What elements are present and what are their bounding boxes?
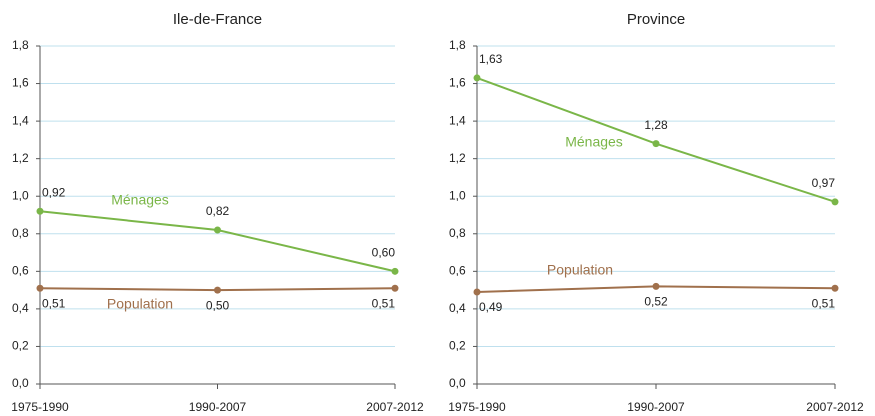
y-tick-label: 1,6 <box>449 76 466 90</box>
data-label: 0,51 <box>372 296 396 310</box>
data-label: 0,52 <box>644 295 668 309</box>
y-tick-label: 1,2 <box>449 151 466 165</box>
x-tick-label: 1990-2007 <box>189 400 247 414</box>
data-label: 0,51 <box>812 296 836 310</box>
y-tick-label: 1,0 <box>12 188 29 202</box>
data-point <box>36 284 44 292</box>
y-tick-label: 0,4 <box>12 301 29 315</box>
data-label: 1,28 <box>644 118 668 132</box>
data-point <box>214 226 221 234</box>
series-name: Ménages <box>565 134 623 150</box>
data-label: 0,82 <box>206 204 230 218</box>
data-point <box>391 284 399 292</box>
data-point <box>214 286 221 294</box>
y-tick-label: 1,8 <box>449 38 466 52</box>
data-label: 0,97 <box>812 176 836 190</box>
data-point <box>391 267 399 275</box>
y-tick-label: 0,0 <box>12 376 29 390</box>
chart-title: Province <box>627 11 685 28</box>
series-name: Ménages <box>111 192 169 208</box>
data-point <box>473 288 481 296</box>
y-tick-label: 0,6 <box>12 264 29 278</box>
series-name: Population <box>107 296 173 312</box>
data-label: 0,49 <box>479 300 503 314</box>
series-line <box>476 76 836 203</box>
y-tick-label: 0,0 <box>449 376 466 390</box>
series-name: Population <box>547 262 613 278</box>
y-tick-label: 0,2 <box>449 339 466 353</box>
x-tick-label: 2007-2012 <box>806 400 864 414</box>
chart-title: Ile-de-France <box>173 11 262 28</box>
data-label: 0,51 <box>42 296 66 310</box>
y-tick-label: 1,8 <box>12 38 29 52</box>
data-point <box>473 74 481 82</box>
series-line <box>39 210 396 273</box>
data-point <box>652 140 660 148</box>
y-tick-label: 1,6 <box>12 76 29 90</box>
y-tick-label: 0,6 <box>449 264 466 278</box>
x-tick-label: 1975-1990 <box>448 400 506 414</box>
y-tick-label: 0,8 <box>449 226 466 240</box>
y-tick-label: 0,4 <box>449 301 466 315</box>
y-tick-label: 1,4 <box>12 113 29 127</box>
data-point <box>652 282 660 290</box>
x-tick-label: 2007-2012 <box>366 400 424 414</box>
x-tick-label: 1990-2007 <box>627 400 685 414</box>
y-tick-label: 1,2 <box>12 151 29 165</box>
data-point <box>831 284 839 292</box>
data-label: 0,60 <box>372 246 396 260</box>
data-label: 0,92 <box>42 185 66 199</box>
data-label: 1,63 <box>479 52 503 66</box>
x-tick-label: 1975-1990 <box>11 400 69 414</box>
data-label: 0,50 <box>206 298 230 312</box>
y-tick-label: 0,8 <box>12 226 29 240</box>
data-point <box>36 207 44 215</box>
data-point <box>831 198 839 206</box>
y-tick-label: 0,2 <box>12 339 29 353</box>
y-tick-label: 1,0 <box>449 188 466 202</box>
y-tick-label: 1,4 <box>449 113 466 127</box>
